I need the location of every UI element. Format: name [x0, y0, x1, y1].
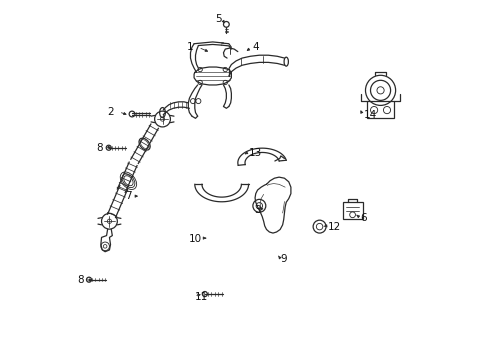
Text: 6: 6 — [360, 213, 367, 222]
Text: 4: 4 — [252, 42, 259, 52]
Text: 11: 11 — [195, 292, 208, 302]
Bar — [367, 101, 394, 118]
Text: 8: 8 — [97, 143, 103, 153]
Text: 3: 3 — [254, 206, 261, 216]
Text: 1: 1 — [186, 42, 193, 52]
Text: 5: 5 — [215, 14, 221, 24]
Bar — [343, 202, 363, 220]
Text: 12: 12 — [327, 222, 341, 231]
Text: 9: 9 — [281, 254, 288, 264]
Text: 2: 2 — [107, 107, 114, 117]
Text: 10: 10 — [189, 234, 202, 244]
Text: 7: 7 — [125, 191, 132, 201]
Text: 13: 13 — [248, 148, 262, 158]
Text: 14: 14 — [364, 111, 377, 121]
Text: 8: 8 — [77, 275, 84, 285]
